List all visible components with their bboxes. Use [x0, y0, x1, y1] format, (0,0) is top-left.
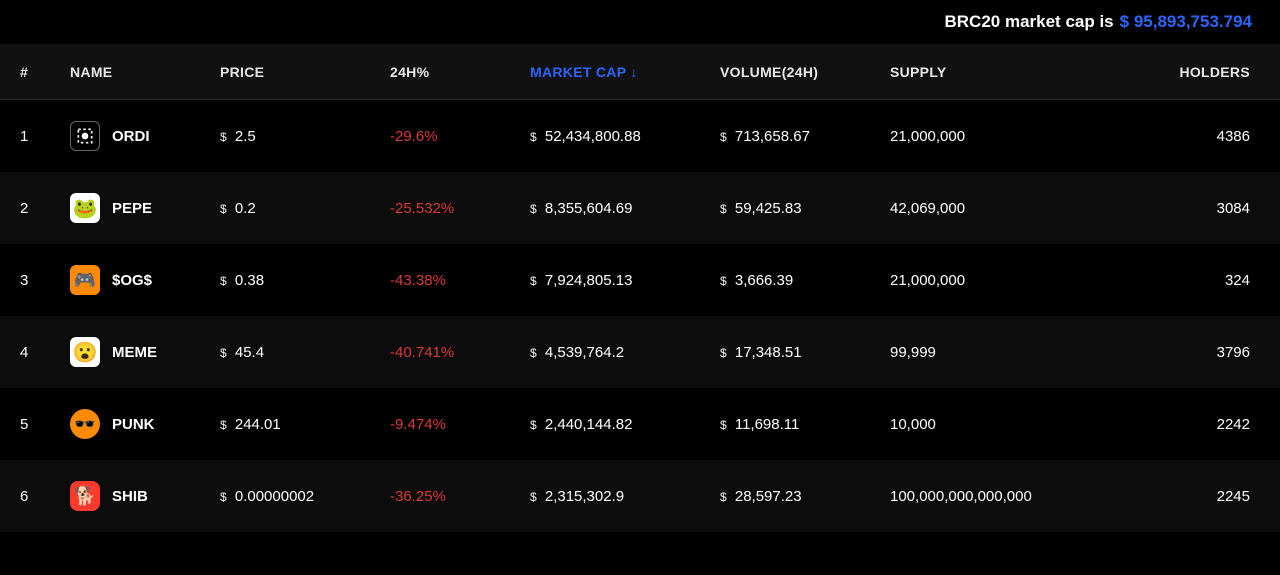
- supply-cell: 42,069,000: [890, 200, 1090, 217]
- col-header-marketcap[interactable]: MARKET CAP ↓: [530, 64, 720, 80]
- col-header-marketcap-label: MARKET CAP: [530, 64, 626, 80]
- marketcap-cell: $ 2,440,144.82: [530, 416, 720, 433]
- table-row[interactable]: 5🕶️ PUNK $ 244.01-9.474%$ 2,440,144.82$ 11…: [0, 388, 1280, 460]
- change24h-cell: -9.474%: [390, 416, 530, 433]
- rank-cell: 2: [20, 200, 70, 217]
- token-name: SHIB: [112, 488, 148, 505]
- volume-cell: $ 713,658.67: [720, 128, 890, 145]
- rank-cell: 5: [20, 416, 70, 433]
- rank-cell: 3: [20, 272, 70, 289]
- marketcap-cell: $ 52,434,800.88: [530, 128, 720, 145]
- name-cell: 😮 MEME: [70, 337, 220, 367]
- name-cell: 🕶️ PUNK: [70, 409, 220, 439]
- token-name: PEPE: [112, 200, 152, 217]
- change24h-cell: -29.6%: [390, 128, 530, 145]
- table-row[interactable]: 2🐸 PEPE $ 0.2-25.532%$ 8,355,604.69$ 59,42…: [0, 172, 1280, 244]
- holders-cell: 4386: [1090, 128, 1260, 145]
- supply-cell: 99,999: [890, 344, 1090, 361]
- punk-icon: 🕶️: [70, 409, 100, 439]
- volume-cell: $ 59,425.83: [720, 200, 890, 217]
- supply-cell: 21,000,000: [890, 272, 1090, 289]
- holders-cell: 3084: [1090, 200, 1260, 217]
- rank-cell: 1: [20, 128, 70, 145]
- table-row[interactable]: 6🐕 SHIB $ 0.00000002-36.25%$ 2,315,302.9$ …: [0, 460, 1280, 532]
- col-header-volume[interactable]: VOLUME(24H): [720, 64, 890, 80]
- holders-cell: 2242: [1090, 416, 1260, 433]
- change24h-cell: -40.741%: [390, 344, 530, 361]
- supply-cell: 100,000,000,000,000: [890, 488, 1090, 505]
- change24h-cell: -43.38%: [390, 272, 530, 289]
- holders-cell: 3796: [1090, 344, 1260, 361]
- col-header-supply[interactable]: SUPPLY: [890, 64, 1090, 80]
- token-name: $OG$: [112, 272, 152, 289]
- marketcap-cell: $ 7,924,805.13: [530, 272, 720, 289]
- meme-icon: 😮: [70, 337, 100, 367]
- price-cell: $ 0.00000002: [220, 488, 390, 505]
- marketcap-cell: $ 4,539,764.2: [530, 344, 720, 361]
- table-header: # NAME PRICE 24H% MARKET CAP ↓ VOLUME(24…: [0, 44, 1280, 100]
- volume-cell: $ 17,348.51: [720, 344, 890, 361]
- holders-cell: 2245: [1090, 488, 1260, 505]
- shib-icon: 🐕: [70, 481, 100, 511]
- col-header-price[interactable]: PRICE: [220, 64, 390, 80]
- col-header-24h[interactable]: 24H%: [390, 64, 530, 80]
- market-cap-label: BRC20 market cap is: [945, 12, 1114, 32]
- price-cell: $ 0.2: [220, 200, 390, 217]
- supply-cell: 10,000: [890, 416, 1090, 433]
- price-cell: $ 2.5: [220, 128, 390, 145]
- og-icon: 🎮: [70, 265, 100, 295]
- market-cap-value: $ 95,893,753.794: [1120, 12, 1252, 32]
- ordi-icon: [70, 121, 100, 151]
- rank-cell: 6: [20, 488, 70, 505]
- supply-cell: 21,000,000: [890, 128, 1090, 145]
- header-bar: BRC20 market cap is $ 95,893,753.794: [0, 0, 1280, 44]
- name-cell: 🐕 SHIB: [70, 481, 220, 511]
- volume-cell: $ 11,698.11: [720, 416, 890, 433]
- price-cell: $ 244.01: [220, 416, 390, 433]
- col-header-holders[interactable]: HOLDERS: [1090, 64, 1260, 80]
- name-cell: 🐸 PEPE: [70, 193, 220, 223]
- price-cell: $ 0.38: [220, 272, 390, 289]
- holders-cell: 324: [1090, 272, 1260, 289]
- volume-cell: $ 28,597.23: [720, 488, 890, 505]
- table-row[interactable]: 3🎮 $OG$ $ 0.38-43.38%$ 7,924,805.13$ 3,666…: [0, 244, 1280, 316]
- token-name: PUNK: [112, 416, 155, 433]
- table-row[interactable]: 4😮 MEME $ 45.4-40.741%$ 4,539,764.2$ 17,34…: [0, 316, 1280, 388]
- token-table: # NAME PRICE 24H% MARKET CAP ↓ VOLUME(24…: [0, 44, 1280, 532]
- marketcap-cell: $ 8,355,604.69: [530, 200, 720, 217]
- marketcap-cell: $ 2,315,302.9: [530, 488, 720, 505]
- token-name: ORDI: [112, 128, 150, 145]
- rank-cell: 4: [20, 344, 70, 361]
- change24h-cell: -25.532%: [390, 200, 530, 217]
- name-cell: 🎮 $OG$: [70, 265, 220, 295]
- token-name: MEME: [112, 344, 157, 361]
- price-cell: $ 45.4: [220, 344, 390, 361]
- name-cell: ORDI: [70, 121, 220, 151]
- change24h-cell: -36.25%: [390, 488, 530, 505]
- volume-cell: $ 3,666.39: [720, 272, 890, 289]
- table-row[interactable]: 1 ORDI $ 2.5-29.6%$ 52,434,800.88$ 713,658…: [0, 100, 1280, 172]
- col-header-name[interactable]: NAME: [70, 64, 220, 80]
- col-header-rank[interactable]: #: [20, 64, 70, 80]
- sort-arrow-down-icon: ↓: [630, 64, 637, 80]
- pepe-icon: 🐸: [70, 193, 100, 223]
